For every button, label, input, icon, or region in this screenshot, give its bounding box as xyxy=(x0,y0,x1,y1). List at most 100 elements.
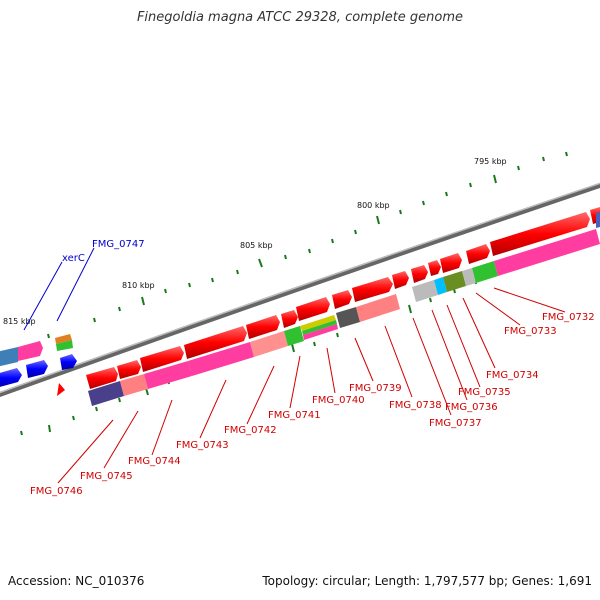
gene-label-fmg0735: FMG_0735 xyxy=(458,387,511,398)
label-leaders xyxy=(23,247,566,484)
tick-mark xyxy=(47,333,50,339)
cog-block xyxy=(120,374,148,396)
gene-label-fmg0745: FMG_0745 xyxy=(80,471,133,482)
leader-line xyxy=(462,297,496,369)
cog-block xyxy=(250,331,288,357)
gene-label-fmg0741: FMG_0741 xyxy=(268,410,321,421)
cog-block xyxy=(472,261,498,283)
cog-block xyxy=(302,320,337,335)
left-gene-cluster xyxy=(0,334,77,396)
cog-block xyxy=(434,277,447,295)
gene-arrow xyxy=(26,360,48,378)
leader-line xyxy=(446,304,481,388)
genome-backbone xyxy=(0,182,600,398)
leader-line xyxy=(57,419,114,484)
tick-mark xyxy=(141,296,145,306)
tick-mark xyxy=(354,229,357,235)
tick-label: 810 kbp xyxy=(122,281,155,290)
tick-mark xyxy=(258,258,263,268)
gene-arrow xyxy=(57,383,65,396)
gene-arrow xyxy=(0,347,18,367)
tick-label: 815 kbp xyxy=(3,317,36,326)
tick-mark xyxy=(72,415,75,421)
tick-mark xyxy=(211,277,214,283)
gene-label-fmg0743: FMG_0743 xyxy=(176,440,229,451)
leader-line xyxy=(103,410,139,469)
tick-label: 795 kbp xyxy=(474,157,507,166)
leader-line xyxy=(151,399,173,456)
leader-line xyxy=(199,379,227,439)
gene-arrow xyxy=(466,244,490,264)
cog-block xyxy=(284,326,304,346)
tick-mark xyxy=(313,341,316,347)
tick-mark xyxy=(376,215,380,225)
leader-line xyxy=(246,365,275,425)
tick-mark xyxy=(429,297,432,303)
gene-arrow xyxy=(56,340,73,351)
tick-mark xyxy=(291,343,295,353)
leader-line xyxy=(56,247,95,322)
gene-arrow xyxy=(86,367,118,389)
tick-label: 805 kbp xyxy=(240,241,273,250)
topology-text: Topology: circular; Length: 1,797,577 bp… xyxy=(262,574,592,588)
gene-label-fmg0747: FMG_0747 xyxy=(92,239,145,250)
gene-label-fmg0732: FMG_0732 xyxy=(542,312,595,323)
tick-mark xyxy=(95,406,98,412)
cog-block xyxy=(462,268,476,286)
cog-block xyxy=(88,381,124,406)
cog-block xyxy=(336,307,360,328)
gene-arrow xyxy=(60,354,77,370)
gene-arrow xyxy=(440,253,462,273)
cog-block xyxy=(188,342,254,376)
tick-mark xyxy=(469,182,472,188)
tick-mark xyxy=(48,424,51,433)
tick-mark xyxy=(336,332,339,338)
gene-arrow xyxy=(140,346,184,372)
leader-line xyxy=(23,261,63,331)
tick-mark xyxy=(331,238,334,244)
tick-mark xyxy=(236,269,239,275)
gene-arrow xyxy=(392,271,409,289)
cog-block xyxy=(303,324,338,340)
gene-arrow xyxy=(184,326,247,359)
tick-mark xyxy=(118,397,121,403)
gene-arrow xyxy=(55,334,72,344)
tick-mark xyxy=(408,304,412,314)
cog-colour-track xyxy=(88,212,600,406)
gene-label-xerc: xerC xyxy=(62,253,85,264)
tick-mark xyxy=(565,151,568,157)
tick-ring-outer xyxy=(47,151,568,339)
gene-label-fmg0734: FMG_0734 xyxy=(486,370,539,381)
cog-block xyxy=(494,229,600,276)
tick-mark xyxy=(164,288,167,294)
cog-block xyxy=(412,280,438,302)
gene-label-fmg0737: FMG_0737 xyxy=(429,418,482,429)
leader-line xyxy=(493,287,566,313)
gene-arrow xyxy=(0,368,22,387)
tick-mark xyxy=(284,254,287,260)
tick-mark xyxy=(118,306,121,312)
tick-mark xyxy=(20,430,23,436)
leader-line xyxy=(475,292,521,326)
gene-label-fmg0740: FMG_0740 xyxy=(312,395,365,406)
tick-mark xyxy=(445,191,448,197)
gene-label-fmg0733: FMG_0733 xyxy=(504,326,557,337)
map-title: Finegoldia magna ATCC 29328, complete ge… xyxy=(136,10,464,25)
cog-block xyxy=(443,271,466,292)
gene-label-fmg0744: FMG_0744 xyxy=(128,456,181,467)
gene-label-fmg0746: FMG_0746 xyxy=(30,486,83,497)
gene-arrow xyxy=(428,260,441,276)
gene-arrow xyxy=(490,212,590,256)
cog-block xyxy=(300,315,336,331)
tick-mark xyxy=(517,165,520,171)
tick-mark xyxy=(493,174,497,184)
tick-mark xyxy=(188,282,191,288)
leader-line xyxy=(412,317,452,416)
gene-arrow xyxy=(411,265,428,283)
cog-block xyxy=(144,361,192,389)
genome-backbone-highlight xyxy=(0,182,600,394)
gene-arrow xyxy=(117,360,141,379)
cog-block xyxy=(356,294,400,322)
gene-arrow xyxy=(18,341,43,361)
